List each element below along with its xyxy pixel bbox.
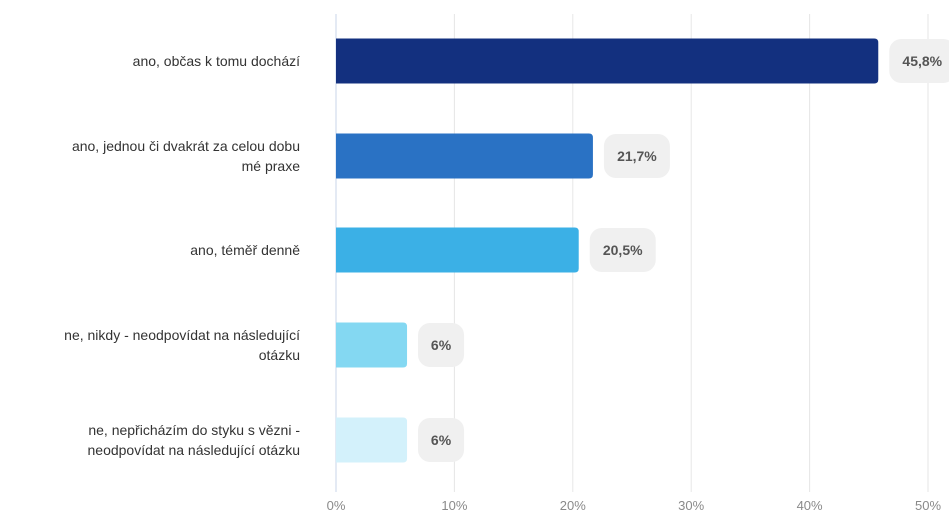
bar[interactable] xyxy=(336,133,593,179)
bar[interactable] xyxy=(336,322,408,368)
value-label: 21,7% xyxy=(617,148,657,164)
category-label: ano, občas k tomu dochází xyxy=(133,53,300,69)
value-label: 20,5% xyxy=(603,242,643,258)
category-label-line: mé praxe xyxy=(242,158,301,174)
category-label-line: ne, nikdy - neodpovídat na následující xyxy=(64,327,300,343)
x-tick-label: 30% xyxy=(678,498,704,513)
x-tick-label: 0% xyxy=(327,498,346,513)
category-label: ne, nikdy - neodpovídat na následující ot… xyxy=(64,327,300,363)
category-label-line: neodpovídat na následující otázku xyxy=(88,442,301,458)
category-label-line: ano, občas k tomu dochází xyxy=(133,53,300,69)
category-label: ne, nepřicházím do styku s vězni - neodpo… xyxy=(88,422,301,458)
value-label-badge xyxy=(889,39,949,83)
value-label: 6% xyxy=(431,337,452,353)
bar[interactable] xyxy=(336,417,408,463)
bar[interactable] xyxy=(336,38,879,84)
value-label: 45,8% xyxy=(902,53,942,69)
value-label-badge xyxy=(589,228,656,272)
value-label-badge xyxy=(418,323,465,367)
value-label: 6% xyxy=(431,432,452,448)
x-tick-label: 10% xyxy=(441,498,467,513)
value-label-badge xyxy=(603,134,670,178)
x-tick-label: 40% xyxy=(797,498,823,513)
category-label-line: ne, nepřicházím do styku s vězni - xyxy=(88,422,300,438)
category-label-line: otázku xyxy=(259,347,300,363)
x-tick-label: 20% xyxy=(560,498,586,513)
category-label-line: ano, jednou či dvakrát za celou dobu xyxy=(72,138,300,154)
x-tick-label: 50% xyxy=(915,498,941,513)
category-label: ano, jednou či dvakrát za celou dobu mé p… xyxy=(72,138,300,174)
category-label: ano, téměř denně xyxy=(190,242,300,258)
value-label-badge xyxy=(418,418,465,462)
category-label-line: ano, téměř denně xyxy=(190,242,300,258)
bar[interactable] xyxy=(336,227,579,273)
